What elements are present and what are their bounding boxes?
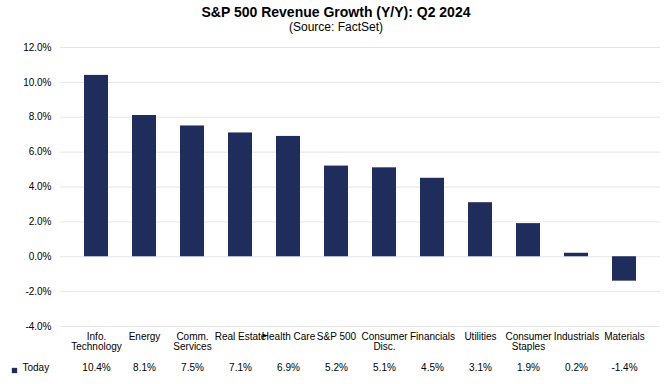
- svg-text:5.1%: 5.1%: [373, 362, 396, 373]
- svg-text:-1.4%: -1.4%: [611, 362, 637, 373]
- svg-text:Real Estate: Real Estate: [215, 331, 267, 342]
- svg-text:4.0%: 4.0%: [29, 181, 52, 192]
- svg-text:7.5%: 7.5%: [181, 362, 204, 373]
- svg-text:0.0%: 0.0%: [29, 251, 52, 262]
- html-text:S&P 500 Revenue Growth (Y/Y):: S&P 500 Revenue Growth (Y/Y): Q2 2024: [201, 4, 471, 20]
- html-text:(Source: FactSet): (Source: FactSet): [289, 20, 383, 34]
- svg-text:Info.Technology: Info.Technology: [71, 331, 122, 352]
- svg-text:Utilities: Utilities: [464, 331, 496, 342]
- svg-text:-2.0%: -2.0%: [25, 286, 51, 297]
- svg-text:8.0%: 8.0%: [29, 111, 52, 122]
- svg-text:4.5%: 4.5%: [421, 362, 444, 373]
- svg-text:3.1%: 3.1%: [469, 362, 492, 373]
- svg-text:-4.0%: -4.0%: [25, 321, 51, 332]
- svg-text:6.9%: 6.9%: [277, 362, 300, 373]
- svg-text:ConsumerDisc.: ConsumerDisc.: [361, 331, 408, 352]
- svg-text:0.2%: 0.2%: [565, 362, 588, 373]
- svg-text:Health Care: Health Care: [262, 331, 316, 342]
- svg-text:7.1%: 7.1%: [229, 362, 252, 373]
- svg-text:S&P 500: S&P 500: [317, 331, 357, 342]
- svg-text:10.4%: 10.4%: [82, 362, 110, 373]
- svg-text:8.1%: 8.1%: [133, 362, 156, 373]
- svg-text:6.0%: 6.0%: [29, 146, 52, 157]
- svg-text:Comm.Services: Comm.Services: [173, 331, 211, 352]
- svg-text:ConsumerStaples: ConsumerStaples: [505, 331, 552, 352]
- svg-text:Industrials: Industrials: [554, 331, 600, 342]
- svg-text:Materials: Materials: [604, 331, 645, 342]
- svg-text:2.0%: 2.0%: [29, 216, 52, 227]
- svg-text:12.0%: 12.0%: [23, 42, 51, 53]
- svg-text:1.9%: 1.9%: [517, 362, 540, 373]
- svg-text:Financials: Financials: [410, 331, 455, 342]
- svg-text:Energy: Energy: [129, 331, 161, 342]
- svg-text:5.2%: 5.2%: [325, 362, 348, 373]
- svg-text:10.0%: 10.0%: [23, 77, 51, 88]
- svg-text:Today: Today: [23, 362, 50, 373]
